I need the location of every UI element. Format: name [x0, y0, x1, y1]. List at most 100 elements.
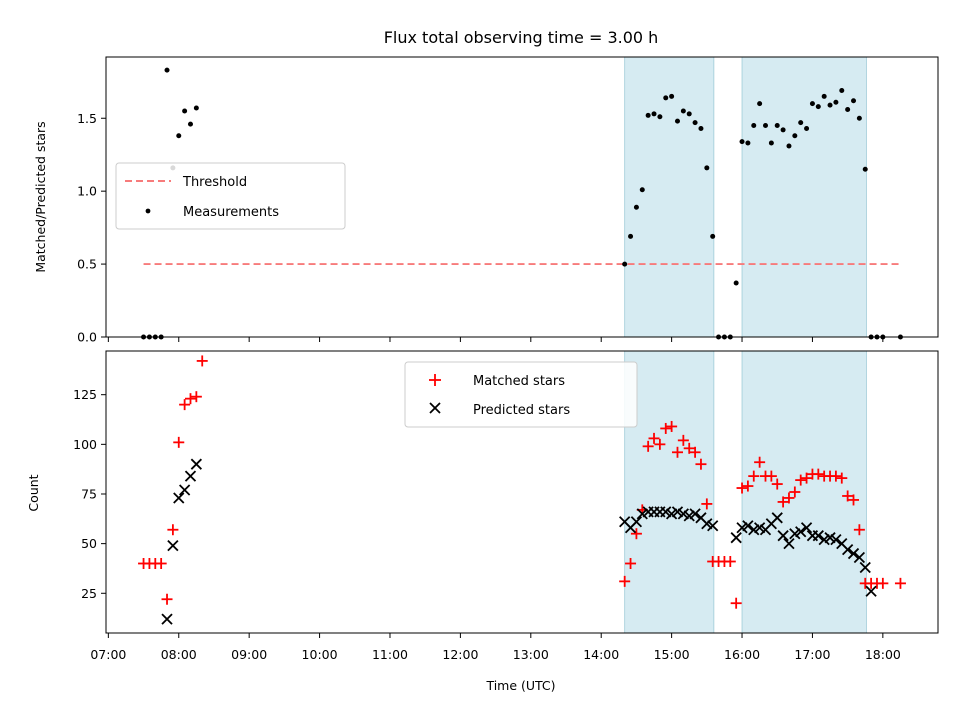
predicted-star-marker [178, 484, 191, 496]
predicted-star-marker [777, 530, 789, 542]
predicted-star-marker-b [695, 512, 707, 524]
predicted-star-marker-b [771, 512, 783, 524]
measurement-point [757, 101, 763, 107]
measurement-point [698, 125, 704, 131]
predicted-star-marker [783, 537, 795, 550]
measurement-point [851, 98, 857, 104]
predicted-star-marker [842, 543, 854, 556]
predicted-star-marker-b [777, 530, 789, 542]
predicted-star-marker-b [742, 520, 754, 532]
matched-star-marker [642, 440, 654, 452]
matched-star-marker [630, 528, 642, 540]
bottom-xtick-label: 15:00 [654, 647, 690, 662]
predicted-star-marker-b [853, 551, 866, 564]
legend-predicted-swatch [429, 402, 441, 414]
predicted-star-marker-b [671, 506, 684, 518]
predicted-star-marker-b [812, 530, 824, 542]
matched-star-marker [842, 490, 854, 502]
predicted-star-marker-b [707, 520, 719, 532]
top-ytick-label: 0.5 [77, 257, 97, 272]
measurement-point [692, 120, 698, 126]
predicted-star-marker-b [730, 532, 742, 544]
predicted-star-marker-b [161, 613, 173, 625]
measurement-point [768, 140, 774, 146]
measurement-point [187, 121, 193, 127]
matched-star-marker [771, 478, 783, 490]
bottom-ytick-label: 75 [81, 486, 97, 501]
measurement-point [751, 123, 757, 129]
top-legend-box [115, 162, 346, 230]
top-legend: Threshold Measurements [115, 162, 346, 230]
measurement-point [862, 166, 868, 172]
measurement-point [809, 101, 815, 107]
matched-star-marker [853, 524, 865, 536]
bottom-xtick-label: 14:00 [583, 647, 619, 662]
bottom-xtick-label: 08:00 [161, 647, 197, 662]
matched-star-marker [783, 492, 795, 504]
predicted-star-marker-b [783, 537, 795, 550]
measurement-point [657, 114, 663, 120]
measurement-point [710, 233, 716, 239]
bottom-shaded-interval-0 [624, 350, 715, 634]
bottom-xtick-label: 10:00 [302, 647, 338, 662]
measurement-point [762, 123, 768, 129]
bottom-panel: 25 50 75 100 125 07:00 08:00 09:00 10:00 11:00 12… [26, 350, 939, 693]
predicted-star-marker-b [619, 516, 631, 528]
matched-star-marker [683, 442, 695, 454]
predicted-star-marker-b [795, 526, 807, 538]
predicted-star-marker [173, 492, 185, 504]
predicted-star-marker-b [836, 537, 848, 550]
measurement-point [639, 187, 645, 193]
predicted-star-marker [853, 551, 866, 564]
measurement-point [739, 139, 745, 145]
predicted-star-marker-b [842, 543, 854, 556]
predicted-star-marker [847, 547, 860, 560]
legend-threshold-label: Threshold [182, 175, 247, 190]
bottom-xlabel: Time (UTC) [485, 678, 555, 693]
measurement-point [839, 88, 845, 94]
predicted-star-marker [689, 508, 701, 520]
matched-star-marker [173, 436, 185, 448]
bottom-shaded-interval-1 [741, 350, 867, 634]
matched-star-marker [795, 474, 807, 486]
measurement-point [804, 125, 810, 131]
matched-star-marker [836, 472, 848, 484]
measurement-point [645, 112, 651, 118]
measurement-point [176, 133, 182, 139]
measurement-point [704, 165, 710, 171]
predicted-star-marker-b [677, 508, 689, 520]
measurement-point [774, 123, 780, 129]
top-ylabel: Matched/Predicted stars [33, 121, 48, 272]
bottom-xtick-label: 17:00 [794, 647, 830, 662]
matched-star-marker [748, 470, 760, 482]
predicted-star-marker [630, 516, 643, 528]
matched-star-marker [625, 557, 637, 569]
matched-star-marker [736, 482, 748, 494]
top-ytick-label: 0.0 [77, 330, 97, 345]
bottom-legend-box [404, 361, 638, 428]
top-ytick-label: 1.0 [77, 184, 97, 199]
predicted-star-marker-b [701, 518, 713, 530]
measurement-point [633, 204, 639, 210]
measurement-point [182, 108, 188, 114]
matched-star-marker [184, 393, 196, 405]
measurement-point [680, 108, 686, 114]
matched-star-marker [848, 494, 860, 506]
predicted-star-marker [167, 539, 179, 552]
matched-star-marker [677, 434, 689, 446]
bottom-axes-frame [105, 350, 939, 634]
bottom-ytick-label: 125 [73, 387, 97, 402]
predicted-star-marker-b [859, 561, 871, 574]
predicted-star-marker [707, 520, 719, 532]
predicted-star-marker-b [173, 492, 185, 504]
matched-star-marker [155, 557, 167, 569]
measurement-point [669, 93, 675, 99]
bottom-xtick-label: 11:00 [372, 647, 408, 662]
predicted-star-marker-b [178, 484, 191, 496]
legend-measurements-label: Measurements [183, 205, 279, 220]
measurement-point [821, 93, 827, 99]
predicted-star-marker [865, 585, 877, 597]
legend-predicted-label: Predicted stars [473, 403, 570, 418]
matched-star-marker [742, 480, 754, 492]
measurement-point [745, 140, 751, 146]
